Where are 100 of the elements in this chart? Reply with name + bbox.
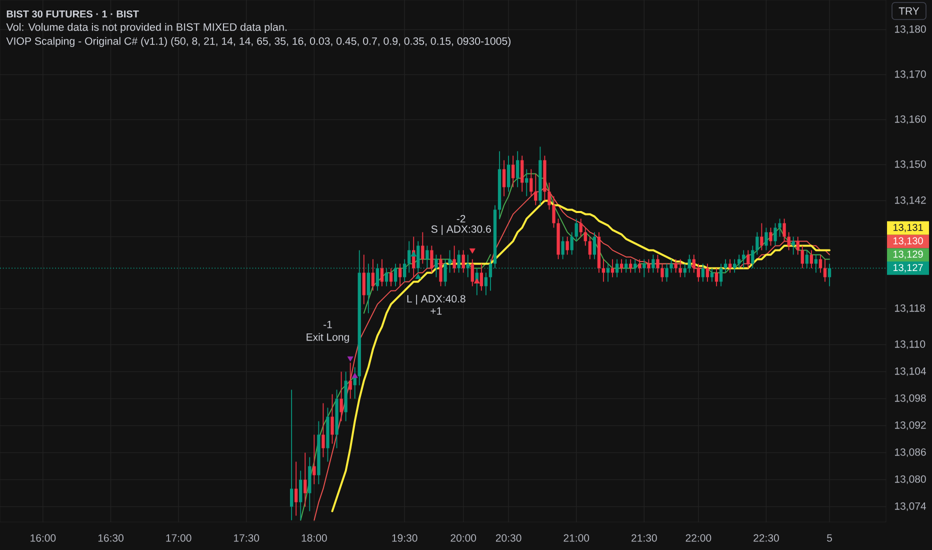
candlestick xyxy=(714,268,718,287)
x-tick-label: 19:30 xyxy=(392,534,418,542)
candlestick xyxy=(534,173,538,206)
candlestick xyxy=(426,245,429,269)
candlestick xyxy=(742,250,746,269)
text: 13,131 xyxy=(893,224,923,232)
candlestick xyxy=(738,254,741,269)
candlestick xyxy=(728,258,732,274)
point xyxy=(352,372,358,378)
candlestick xyxy=(692,254,696,274)
candlestick xyxy=(484,272,488,296)
x-tick-label: 16:30 xyxy=(98,534,124,542)
candlestick xyxy=(756,232,759,256)
candlestick xyxy=(792,236,795,256)
candlestick xyxy=(634,258,637,274)
ref-line-label: 13,127 xyxy=(893,264,923,272)
candlestick xyxy=(398,263,402,287)
candlestick xyxy=(299,470,302,521)
candlestick xyxy=(778,218,782,238)
annotation: -2 xyxy=(456,215,466,222)
candlestick xyxy=(525,168,528,197)
x-tick-label: 22:30 xyxy=(754,534,779,542)
x-tick-label: 17:30 xyxy=(234,534,260,542)
x-tick-label: 5 xyxy=(827,534,832,542)
candlestick xyxy=(530,168,533,197)
y-tick-label: 13,142 xyxy=(895,196,926,206)
y-tick-label: 13,170 xyxy=(895,70,926,80)
candlestick xyxy=(502,160,506,197)
candlestick xyxy=(732,258,736,274)
candlestick xyxy=(330,394,334,444)
y-tick-label: 13,092 xyxy=(895,421,926,430)
candlestick xyxy=(548,182,551,210)
candlestick xyxy=(719,263,723,287)
candlestick xyxy=(810,250,813,269)
candlestick xyxy=(294,461,298,516)
candlestick xyxy=(710,268,714,282)
candlestick xyxy=(620,258,624,274)
candlestick xyxy=(660,263,664,282)
y-tick-label: 13,160 xyxy=(895,115,926,124)
annotation: Exit Long xyxy=(306,333,349,343)
candlestick xyxy=(579,218,582,238)
candlestick xyxy=(584,227,587,246)
y-tick-label: 13,118 xyxy=(895,304,926,314)
candlestick xyxy=(647,258,650,274)
text: Vol: Volume data is not provided in BIST MIXED data plan. xyxy=(6,22,287,34)
candlestick xyxy=(340,371,343,422)
candlestick xyxy=(796,236,800,256)
candlestick xyxy=(592,232,596,260)
candlestick xyxy=(624,258,628,274)
candlestick xyxy=(774,222,777,246)
x-tick-label: 20:30 xyxy=(496,534,522,542)
candlestick xyxy=(290,389,294,521)
candlestick xyxy=(678,258,682,278)
candlestick xyxy=(322,402,325,458)
y-tick-label: 13,110 xyxy=(895,340,926,350)
candlestick xyxy=(638,258,642,274)
candlestick xyxy=(304,452,307,508)
x-tick-label: 21:30 xyxy=(632,534,657,542)
candlestick xyxy=(552,196,556,228)
annotation: L | ADX:40.8 xyxy=(407,294,466,305)
candlestick xyxy=(434,254,438,278)
candlestick xyxy=(818,254,822,274)
candlestick xyxy=(769,227,772,246)
candlestick xyxy=(421,232,424,264)
y-tick-label: 13,180 xyxy=(895,25,926,34)
candlestick xyxy=(439,254,442,287)
annotation: -1 xyxy=(324,320,332,328)
candlestick xyxy=(764,227,768,251)
text: BIST 30 FUTURES · 1 · BIST xyxy=(6,10,139,18)
x-tick-label: 16:00 xyxy=(30,534,56,542)
candlestick xyxy=(701,263,705,282)
candlestick xyxy=(823,258,827,282)
candlestick xyxy=(674,258,678,274)
candlestick xyxy=(312,434,316,485)
candlestick xyxy=(516,150,520,188)
y-tick-label: 13,150 xyxy=(895,160,926,170)
x-tick-label: 20:00 xyxy=(450,534,476,542)
point xyxy=(410,251,417,256)
candlestick xyxy=(602,258,606,282)
candlestick xyxy=(787,232,790,251)
candlestick xyxy=(348,362,352,400)
x-tick-label: 17:00 xyxy=(166,534,192,542)
candlestick xyxy=(760,222,764,251)
candlestick xyxy=(706,263,710,282)
point xyxy=(415,274,422,279)
text: 13,130 xyxy=(893,237,923,246)
candlestick xyxy=(371,258,375,292)
y-tick-label: 13,074 xyxy=(895,502,926,512)
y-tick-label: 13,080 xyxy=(895,475,926,484)
candlestick xyxy=(452,245,456,274)
annotation: +1 xyxy=(430,307,442,315)
point xyxy=(474,278,480,284)
candlestick xyxy=(610,258,614,278)
candlestick xyxy=(520,155,524,192)
candlestick xyxy=(561,236,564,260)
annotation: S | ADX:30.6 xyxy=(431,225,491,235)
candlestick xyxy=(696,263,700,282)
candlestick xyxy=(574,218,578,242)
y-tick-label: 13,086 xyxy=(895,448,926,458)
candlestick xyxy=(506,155,510,192)
